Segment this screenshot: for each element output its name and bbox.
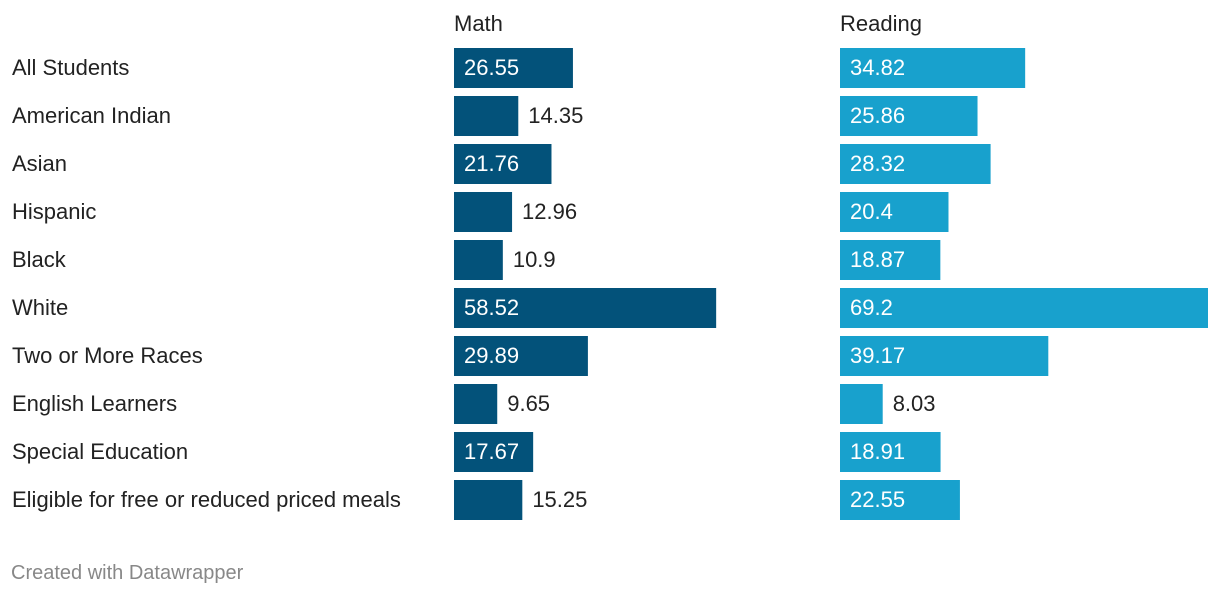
row-label-black: Black bbox=[12, 247, 66, 272]
bar-math-eligible-for-free-or-reduced-priced-meals[interactable] bbox=[454, 480, 523, 520]
value-label-reading-black: 18.87 bbox=[850, 247, 906, 272]
bar-reading-eligible-for-free-or-reduced-priced-meals[interactable] bbox=[840, 480, 960, 520]
row-label-hispanic: Hispanic bbox=[12, 199, 97, 224]
bar-reading-special-education[interactable] bbox=[840, 432, 941, 472]
value-label-math-white: 58.52 bbox=[464, 295, 520, 320]
row-label-american-indian: American Indian bbox=[12, 103, 171, 128]
bar-reading-black[interactable] bbox=[840, 240, 941, 280]
bar-math-all-students[interactable] bbox=[454, 48, 573, 88]
bar-reading-hispanic[interactable] bbox=[840, 192, 949, 232]
value-label-reading-eligible-for-free-or-reduced-priced-meals: 22.55 bbox=[850, 487, 906, 512]
bar-reading-two-or-more-races[interactable] bbox=[840, 336, 1049, 376]
row-label-all-students: All Students bbox=[12, 55, 130, 80]
value-label-reading-english-learners: 8.03 bbox=[892, 391, 936, 416]
bar-math-hispanic[interactable] bbox=[454, 192, 513, 232]
value-label-math-black: 10.9 bbox=[512, 247, 556, 272]
column-header-reading: Reading bbox=[840, 11, 922, 36]
bar-reading-american-indian[interactable] bbox=[840, 96, 978, 136]
bar-math-american-indian[interactable] bbox=[454, 96, 519, 136]
bar-math-black[interactable] bbox=[454, 240, 503, 280]
value-label-math-special-education: 17.67 bbox=[464, 439, 520, 464]
row-label-white: White bbox=[12, 295, 69, 320]
row-label-two-or-more-races: Two or More Races bbox=[12, 343, 203, 368]
value-label-math-asian: 21.76 bbox=[464, 151, 520, 176]
value-label-math-two-or-more-races: 29.89 bbox=[464, 343, 520, 368]
value-label-math-american-indian: 14.35 bbox=[528, 103, 584, 128]
value-label-math-eligible-for-free-or-reduced-priced-meals: 15.25 bbox=[532, 487, 588, 512]
column-header-math: Math bbox=[454, 11, 503, 36]
value-label-math-all-students: 26.55 bbox=[464, 55, 520, 80]
bar-reading-white[interactable] bbox=[840, 288, 1208, 328]
bar-math-asian[interactable] bbox=[454, 144, 552, 184]
row-label-english-learners: English Learners bbox=[12, 391, 178, 416]
bar-math-two-or-more-races[interactable] bbox=[454, 336, 588, 376]
value-label-reading-special-education: 18.91 bbox=[850, 439, 906, 464]
row-label-eligible-for-free-or-reduced-priced-meals: Eligible for free or reduced priced meal… bbox=[12, 487, 401, 512]
row-label-special-education: Special Education bbox=[12, 439, 189, 464]
row-label-asian: Asian bbox=[12, 151, 68, 176]
bar-math-special-education[interactable] bbox=[454, 432, 534, 472]
bar-reading-asian[interactable] bbox=[840, 144, 991, 184]
value-label-math-english-learners: 9.65 bbox=[507, 391, 551, 416]
bar-reading-all-students[interactable] bbox=[840, 48, 1026, 88]
bar-math-english-learners[interactable] bbox=[454, 384, 498, 424]
value-label-reading-hispanic: 20.4 bbox=[850, 199, 893, 224]
datawrapper-credit[interactable]: Created with Datawrapper bbox=[11, 562, 244, 584]
value-label-reading-all-students: 34.82 bbox=[850, 55, 906, 80]
value-label-reading-white: 69.2 bbox=[850, 295, 893, 320]
value-label-reading-american-indian: 25.86 bbox=[850, 103, 906, 128]
value-label-math-hispanic: 12.96 bbox=[522, 199, 578, 224]
value-label-reading-two-or-more-races: 39.17 bbox=[850, 343, 906, 368]
value-label-reading-asian: 28.32 bbox=[850, 151, 906, 176]
bar-reading-english-learners[interactable] bbox=[840, 384, 883, 424]
bar-math-white[interactable] bbox=[454, 288, 717, 328]
